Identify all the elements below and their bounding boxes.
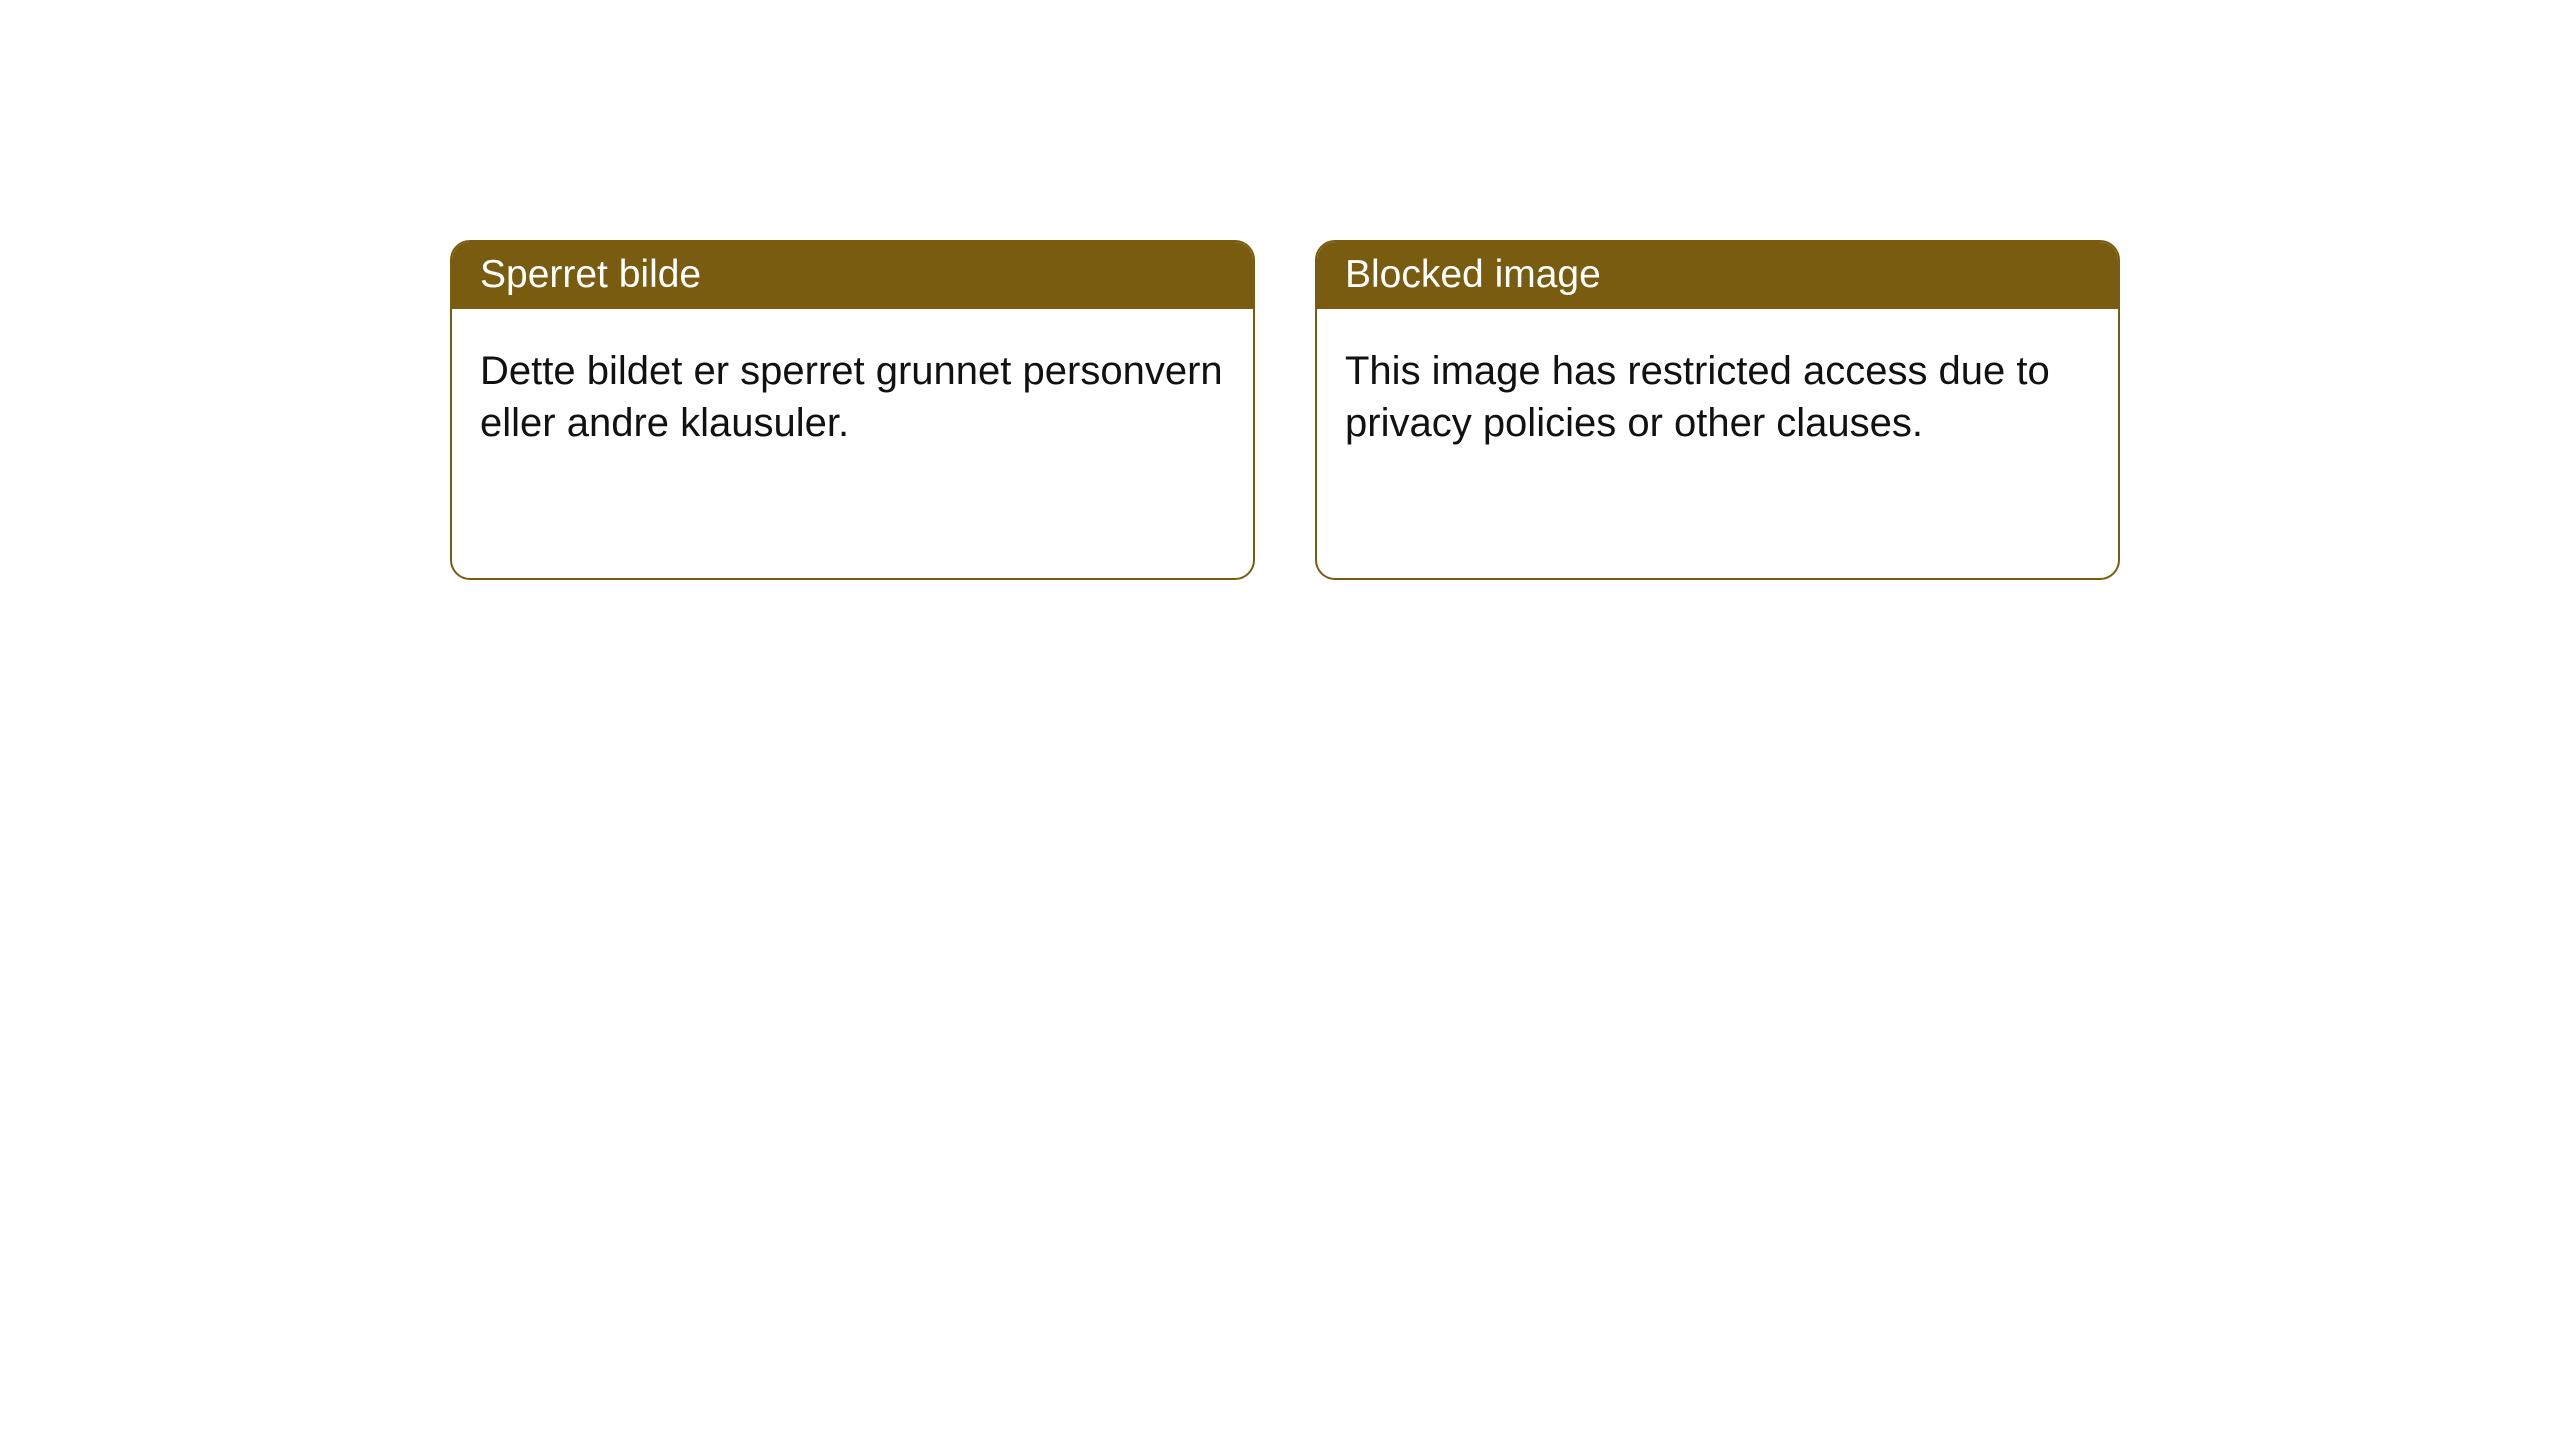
card-title: Sperret bilde [480,253,701,296]
card-body-text: This image has restricted access due to … [1345,349,2050,445]
card-body: Dette bildet er sperret grunnet personve… [452,309,1253,485]
card-body-text: Dette bildet er sperret grunnet personve… [480,349,1223,445]
card-header: Blocked image [1317,242,2118,309]
notice-card-norwegian: Sperret bilde Dette bildet er sperret gr… [450,240,1255,580]
card-title: Blocked image [1345,253,1601,296]
notice-card-english: Blocked image This image has restricted … [1315,240,2120,580]
card-header: Sperret bilde [452,242,1253,309]
notice-container: Sperret bilde Dette bildet er sperret gr… [0,0,2560,580]
card-body: This image has restricted access due to … [1317,309,2118,485]
